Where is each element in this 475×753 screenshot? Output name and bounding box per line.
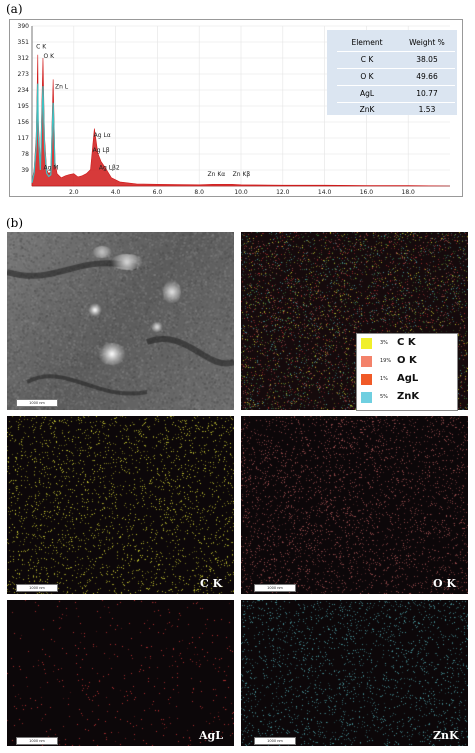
y-tick-label: 156 (18, 119, 30, 126)
y-tick-label: 195 (18, 103, 30, 110)
x-tick-label: 16.0 (360, 189, 374, 196)
y-tick-label: 273 (18, 71, 30, 78)
peak-label: C K (36, 44, 47, 51)
table-divider (337, 85, 455, 86)
legend-pct: 5% (380, 394, 388, 400)
ok-map-label: O K (433, 577, 456, 590)
znk-map-label: ZnK (433, 729, 459, 742)
scale-bar: 1000 nm (16, 399, 58, 407)
x-tick-label: 6.0 (153, 189, 163, 196)
agl-map-label: AgL (199, 729, 223, 742)
panel-b-label: (b) (6, 216, 24, 230)
x-tick-label: 4.0 (111, 189, 121, 196)
scale-bar: 1000 nm (16, 584, 58, 592)
legend-name: ZnK (397, 391, 420, 402)
legend-item-znk: 5% ZnK (361, 391, 456, 405)
legend-swatch (361, 356, 372, 367)
legend-name: C K (397, 337, 416, 348)
row-weight: 1.53 (418, 105, 436, 114)
x-tick-label: 14.0 (318, 189, 332, 196)
element-legend: 3% C K 19% O K 1% AgL 5% ZnK (356, 333, 458, 411)
agl-map: 1000 nm AgL (7, 600, 234, 746)
weight-table-header: Element Weight % (327, 38, 457, 54)
y-tick-label: 78 (21, 151, 29, 158)
row-element: ZnK (359, 105, 375, 114)
table-divider (337, 51, 455, 52)
header-element: Element (351, 38, 383, 47)
legend-pct: 1% (380, 376, 388, 382)
row-element: AgL (359, 89, 375, 98)
legend-item-ck: 3% C K (361, 337, 456, 351)
ck-map: 1000 nm C K (7, 416, 234, 594)
legend-swatch (361, 338, 372, 349)
legend-pct: 3% (380, 340, 388, 346)
y-tick-label: 312 (18, 55, 30, 62)
y-tick-label: 234 (18, 87, 30, 94)
scale-bar: 1000 nm (254, 584, 296, 592)
y-tick-label: 39 (21, 167, 29, 174)
ok-map: 1000 nm O K (241, 416, 468, 594)
peak-label: Zn L (55, 83, 69, 90)
legend-swatch (361, 392, 372, 403)
x-tick-label: 18.0 (402, 189, 416, 196)
table-row: AgL 10.77 (327, 89, 457, 105)
peak-label: Ag M (43, 165, 58, 172)
x-tick-label: 2.0 (69, 189, 79, 196)
legend-pct: 19% (380, 358, 392, 364)
legend-swatch (361, 374, 372, 385)
table-row: O K 49.66 (327, 72, 457, 88)
y-tick-label: 351 (18, 39, 30, 46)
sem-canvas (7, 232, 234, 410)
y-tick-label: 117 (18, 135, 30, 142)
weight-table: Element Weight % C K 38.05 O K 49.66 AgL… (327, 30, 457, 115)
sem-image: 1000 nm (7, 232, 234, 410)
table-row: C K 38.05 (327, 55, 457, 71)
scale-bar: 1000 nm (16, 737, 58, 745)
spectrum-area (31, 54, 451, 187)
agl-map-canvas (7, 600, 234, 746)
znk-map-canvas (241, 600, 468, 746)
y-tick-label: 390 (18, 23, 30, 30)
row-weight: 38.05 (416, 55, 438, 64)
table-divider (337, 102, 455, 103)
x-tick-label: 8.0 (194, 189, 204, 196)
table-divider (337, 68, 455, 69)
scale-bar: 1000 nm (254, 737, 296, 745)
ok-map-canvas (241, 416, 468, 594)
legend-item-ok: 19% O K (361, 355, 456, 369)
spectrum-overlay-line (31, 83, 56, 183)
row-weight: 10.77 (416, 89, 438, 98)
x-tick-label: 10.0 (234, 189, 248, 196)
peak-label: O K (43, 53, 55, 60)
header-weight: Weight % (409, 38, 445, 47)
peak-label: Ag Lβ (93, 147, 110, 154)
ck-map-label: C K (200, 577, 223, 590)
peak-label: Ag Lβ2 (99, 165, 120, 172)
peak-label: Zn Kα (208, 171, 226, 178)
znk-map: 1000 nm ZnK (241, 600, 468, 746)
legend-name: O K (397, 355, 417, 366)
peak-label: Ag Lα (94, 132, 111, 139)
legend-name: AgL (397, 373, 419, 384)
panel-a-label: (a) (6, 2, 23, 16)
table-row: ZnK 1.53 (327, 105, 457, 121)
eds-spectrum-chart: 390 351 312 273 234 195 156 117 78 39 2.0 4.0 6.0 8.0… (9, 19, 463, 197)
peak-label: Zn Kβ (233, 171, 251, 178)
ck-map-canvas (7, 416, 234, 594)
x-tick-label: 12.0 (276, 189, 290, 196)
row-weight: 49.66 (416, 72, 438, 81)
row-element: O K (360, 72, 374, 81)
legend-item-agl: 1% AgL (361, 373, 456, 387)
row-element: C K (360, 55, 374, 64)
